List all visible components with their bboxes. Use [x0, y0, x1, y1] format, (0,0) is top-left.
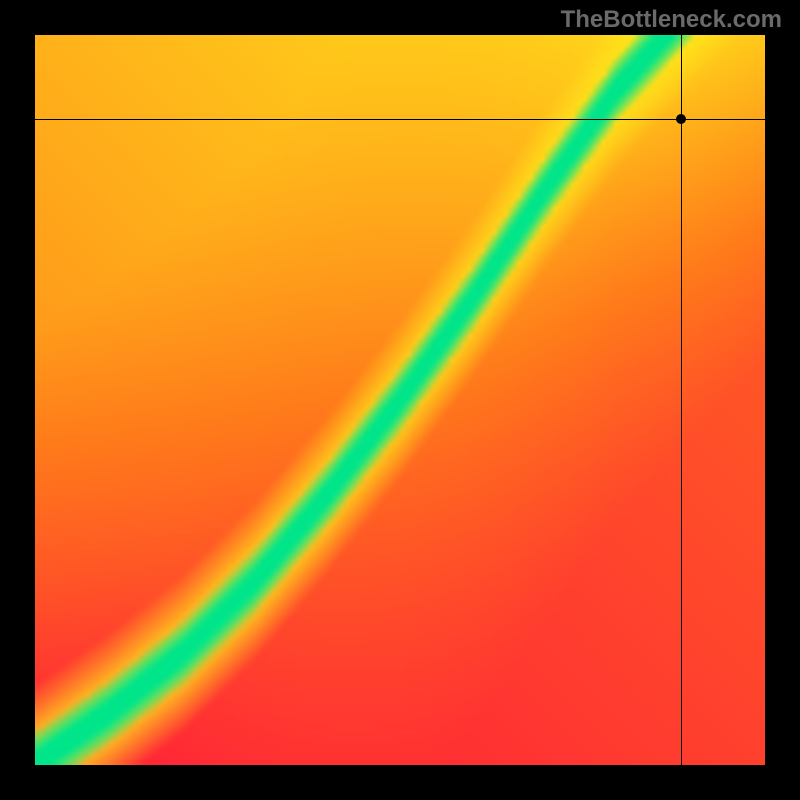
crosshair-vertical: [681, 35, 682, 765]
plot-area: [35, 35, 765, 765]
crosshair-marker: [676, 114, 686, 124]
watermark-text: TheBottleneck.com: [561, 6, 782, 34]
heatmap-canvas: [35, 35, 765, 765]
crosshair-horizontal: [35, 119, 765, 120]
